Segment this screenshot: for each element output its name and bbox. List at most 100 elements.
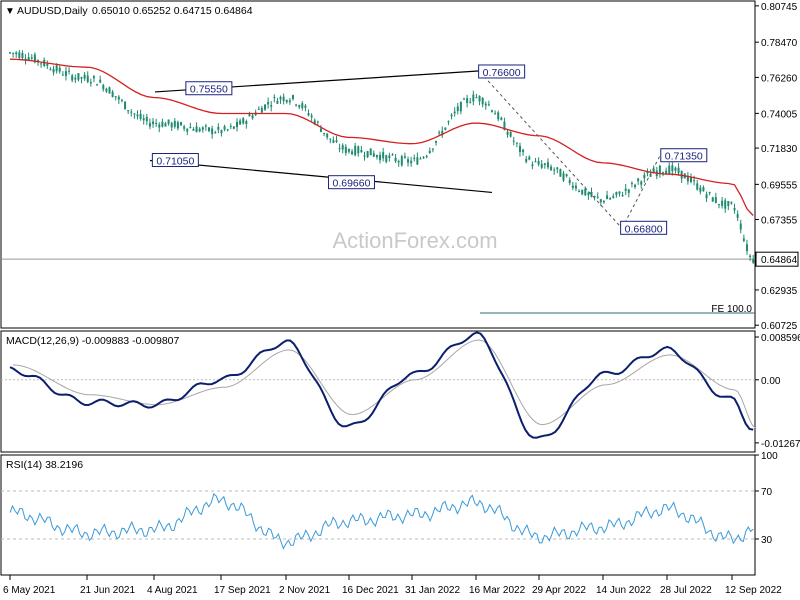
candle-body [161, 121, 164, 127]
candle-body [208, 127, 211, 132]
x-axis-label: 31 Jan 2022 [405, 585, 460, 596]
candle-body [590, 192, 593, 197]
dashed-projection-line [479, 71, 623, 229]
candle-body [96, 84, 99, 86]
candle-body [167, 119, 170, 124]
candle-body [413, 157, 416, 159]
annotation-label: 0.71350 [665, 151, 703, 163]
candle-body [319, 128, 322, 132]
price-axis-label: 0.69555 [761, 180, 798, 191]
candle-body [733, 207, 736, 211]
candle-body [391, 154, 394, 156]
candle-body [627, 189, 630, 193]
candle-body [609, 198, 612, 200]
candle-body [288, 100, 291, 103]
candle-body [727, 201, 730, 206]
x-axis-label: 16 Dec 2021 [342, 585, 399, 596]
candle-body [12, 52, 15, 54]
candle-body [248, 114, 251, 117]
candle-body [357, 146, 360, 154]
candle-body [257, 108, 260, 110]
candle-body [425, 155, 428, 157]
candle-body [453, 111, 456, 114]
candle-body [379, 154, 382, 161]
candle-body [522, 149, 525, 153]
annotation-box [185, 81, 233, 96]
candle-body [475, 97, 478, 99]
candle-body [739, 223, 742, 230]
candle-body [593, 195, 596, 197]
annotation-label: 0.66800 [625, 223, 663, 235]
candle-body [354, 145, 357, 156]
candle-body [83, 74, 86, 79]
candle-body [646, 172, 649, 174]
candle-body [55, 65, 58, 72]
annotation-box [151, 153, 199, 168]
rsi-layer [1, 490, 755, 550]
candle-body [323, 132, 326, 135]
candle-body [307, 113, 310, 116]
candle-body [587, 192, 590, 196]
candle-body [484, 103, 487, 106]
candle-body [428, 150, 431, 154]
macd-layer [1, 331, 757, 439]
candle-body [77, 73, 80, 80]
candle-body [124, 101, 127, 110]
candle-body [173, 120, 176, 127]
candle-body [61, 74, 64, 76]
macd-title: MACD(12,26,9) -0.009883 -0.009807 [6, 335, 180, 347]
price-axis-label: 0.76260 [761, 73, 798, 84]
candle-body [515, 142, 518, 144]
candle-body [282, 96, 285, 102]
candle-body [372, 153, 375, 157]
candle-body [366, 151, 369, 158]
candle-body [509, 131, 512, 137]
candle-body [24, 58, 27, 60]
candle-body [142, 118, 145, 121]
annotation-label: 0.69660 [332, 178, 370, 190]
candle-body [263, 104, 266, 110]
candle-body [400, 156, 403, 166]
candle-body [198, 128, 201, 132]
candle-body [369, 148, 372, 156]
candle-body [220, 130, 223, 134]
candle-body [102, 85, 105, 90]
candle-body [64, 71, 67, 76]
candle-body [120, 100, 123, 102]
candle-body [360, 149, 363, 153]
candle-body [108, 87, 111, 94]
candle-body [145, 116, 148, 122]
x-axis-label: 29 Apr 2022 [532, 585, 586, 596]
candle-body [186, 128, 189, 132]
candle-body [531, 164, 534, 166]
macd-pane-frame [0, 330, 756, 453]
candle-body [693, 180, 696, 182]
candle-body [478, 95, 481, 102]
rsi-axis-label: 30 [761, 535, 773, 546]
candle-body [92, 76, 95, 79]
price-annotation: 0.66800 [620, 220, 668, 235]
price-axis-label: 0.74005 [761, 109, 798, 120]
candle-body [506, 131, 509, 135]
x-axis-label: 4 Aug 2021 [147, 585, 198, 596]
candle-body [18, 52, 21, 58]
candle-body [170, 122, 173, 128]
candle-body [316, 121, 319, 123]
chart-header-symbol: AUDUSD,Daily [17, 5, 88, 17]
candle-body [463, 98, 466, 100]
candle-body [158, 124, 161, 128]
candle-body [730, 202, 733, 204]
candle-body [634, 184, 637, 188]
candle-body [677, 167, 680, 174]
candle-body [602, 201, 605, 203]
candle-body [133, 113, 136, 115]
candle-body [335, 140, 338, 142]
candle-body [27, 57, 30, 61]
annotation-box [327, 175, 375, 190]
candle-body [497, 112, 500, 120]
axis-layer: 0.80745 0.78470 0.76260 0.74005 0.71830 0.695… [3, 2, 800, 596]
price-annotation: 0.71350 [660, 148, 708, 163]
rsi-title: RSI(14) 38.2196 [6, 459, 83, 471]
candle-body [9, 52, 11, 54]
candle-body [164, 123, 167, 127]
